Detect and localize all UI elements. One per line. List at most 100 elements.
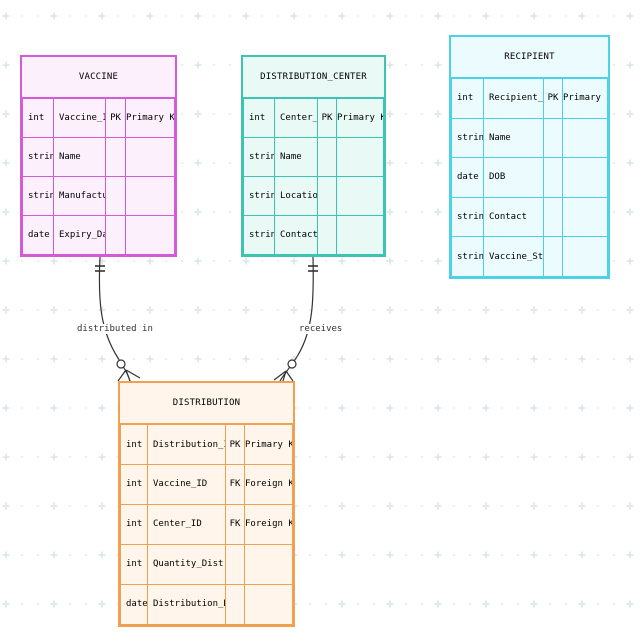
attribute-type: date <box>451 157 484 198</box>
attribute-key <box>105 137 126 177</box>
attribute-type: date <box>22 215 54 255</box>
attribute-name: Name <box>483 117 544 159</box>
attribute-row: stringVaccine_Status <box>451 236 608 277</box>
attribute-name: Vaccine_ID <box>147 464 226 505</box>
attribute-type: int <box>120 503 148 545</box>
attribute-name: Manufacturer <box>53 176 106 216</box>
attribute-comment <box>125 137 175 177</box>
attribute-key <box>317 137 337 177</box>
attribute-key <box>225 583 245 626</box>
attribute-comment <box>244 583 293 626</box>
attribute-key <box>225 543 245 585</box>
attribute-key: PK <box>105 97 126 138</box>
attribute-name: Distribution_Date <box>147 583 226 626</box>
relationship-label-receives: receives <box>298 324 344 334</box>
entity-title: DISTRIBUTION <box>120 383 293 425</box>
attribute-name: Location <box>274 176 318 216</box>
attribute-type: string <box>451 236 484 277</box>
attribute-name: Contact <box>483 196 544 238</box>
attribute-name: Center_ID <box>274 97 318 138</box>
attribute-key: FK <box>225 464 245 505</box>
attribute-key <box>317 215 337 255</box>
attribute-type: string <box>243 215 275 255</box>
attribute-comment: Foreign Key <box>244 503 293 545</box>
attribute-type: int <box>243 97 275 138</box>
attribute-row: stringName <box>22 137 175 177</box>
zero-mark <box>287 359 297 369</box>
attribute-row: stringManufacturer <box>22 176 175 216</box>
attribute-key <box>543 157 563 198</box>
attribute-row: stringLocation <box>243 176 384 216</box>
attribute-key: FK <box>225 503 245 545</box>
attribute-comment <box>125 176 175 216</box>
attribute-comment: Primary Key <box>125 97 175 138</box>
many-mark <box>117 369 141 382</box>
attribute-key <box>543 196 563 238</box>
attribute-comment <box>562 117 608 159</box>
attribute-name: Expiry_Date <box>53 215 106 255</box>
attribute-name: Name <box>53 137 106 177</box>
attribute-comment <box>336 176 384 216</box>
attribute-comment: Primary Key <box>562 77 608 119</box>
attribute-row: stringName <box>243 137 384 177</box>
connector-line <box>279 256 314 382</box>
attribute-key <box>317 176 337 216</box>
entity-title: VACCINE <box>22 57 175 99</box>
many-mark <box>273 370 294 382</box>
attribute-row: stringContact <box>243 215 384 255</box>
attribute-type: string <box>243 137 275 177</box>
entity-title: RECIPIENT <box>451 37 608 79</box>
attribute-comment: Primary Key <box>244 423 293 465</box>
attribute-comment: Foreign Key <box>244 464 293 505</box>
attribute-type: string <box>451 117 484 159</box>
attribute-name: Name <box>274 137 318 177</box>
attribute-comment <box>336 215 384 255</box>
attribute-name: Quantity_Distributed <box>147 543 226 585</box>
attribute-key: PK <box>317 97 337 138</box>
attribute-comment <box>562 236 608 277</box>
attribute-type: string <box>22 176 54 216</box>
attribute-name: Vaccine_Status <box>483 236 544 277</box>
entity-distribution[interactable]: DISTRIBUTION intDistribution_IDPKPrimary… <box>118 381 295 627</box>
attribute-name: Contact <box>274 215 318 255</box>
attribute-type: int <box>22 97 54 138</box>
attribute-key <box>105 215 126 255</box>
attribute-key: PK <box>543 77 563 119</box>
relationship-receives <box>273 256 318 382</box>
attribute-comment <box>562 157 608 198</box>
attribute-type: int <box>451 77 484 119</box>
attribute-name: Distribution_ID <box>147 423 226 465</box>
connector-line <box>98 256 131 382</box>
relationship-label-distributed-in: distributed in <box>76 324 154 334</box>
attribute-comment <box>125 215 175 255</box>
attribute-comment: Primary Key <box>336 97 384 138</box>
attribute-row: stringContact <box>451 196 608 238</box>
attribute-key <box>543 117 563 159</box>
attribute-comment <box>562 196 608 238</box>
attribute-key <box>105 176 126 216</box>
attribute-key <box>543 236 563 277</box>
attribute-type: int <box>120 464 148 505</box>
attribute-type: date <box>120 583 148 626</box>
attribute-comment <box>336 137 384 177</box>
attribute-row: stringName <box>451 117 608 159</box>
attribute-name: Center_ID <box>147 503 226 545</box>
entity-distribution-center[interactable]: DISTRIBUTION_CENTER intCenter_IDPKPrimar… <box>241 55 386 257</box>
attribute-comment <box>244 543 293 585</box>
attribute-type: string <box>243 176 275 216</box>
attribute-key: PK <box>225 423 245 465</box>
attribute-type: string <box>451 196 484 238</box>
attribute-type: int <box>120 543 148 585</box>
zero-mark <box>116 359 126 369</box>
